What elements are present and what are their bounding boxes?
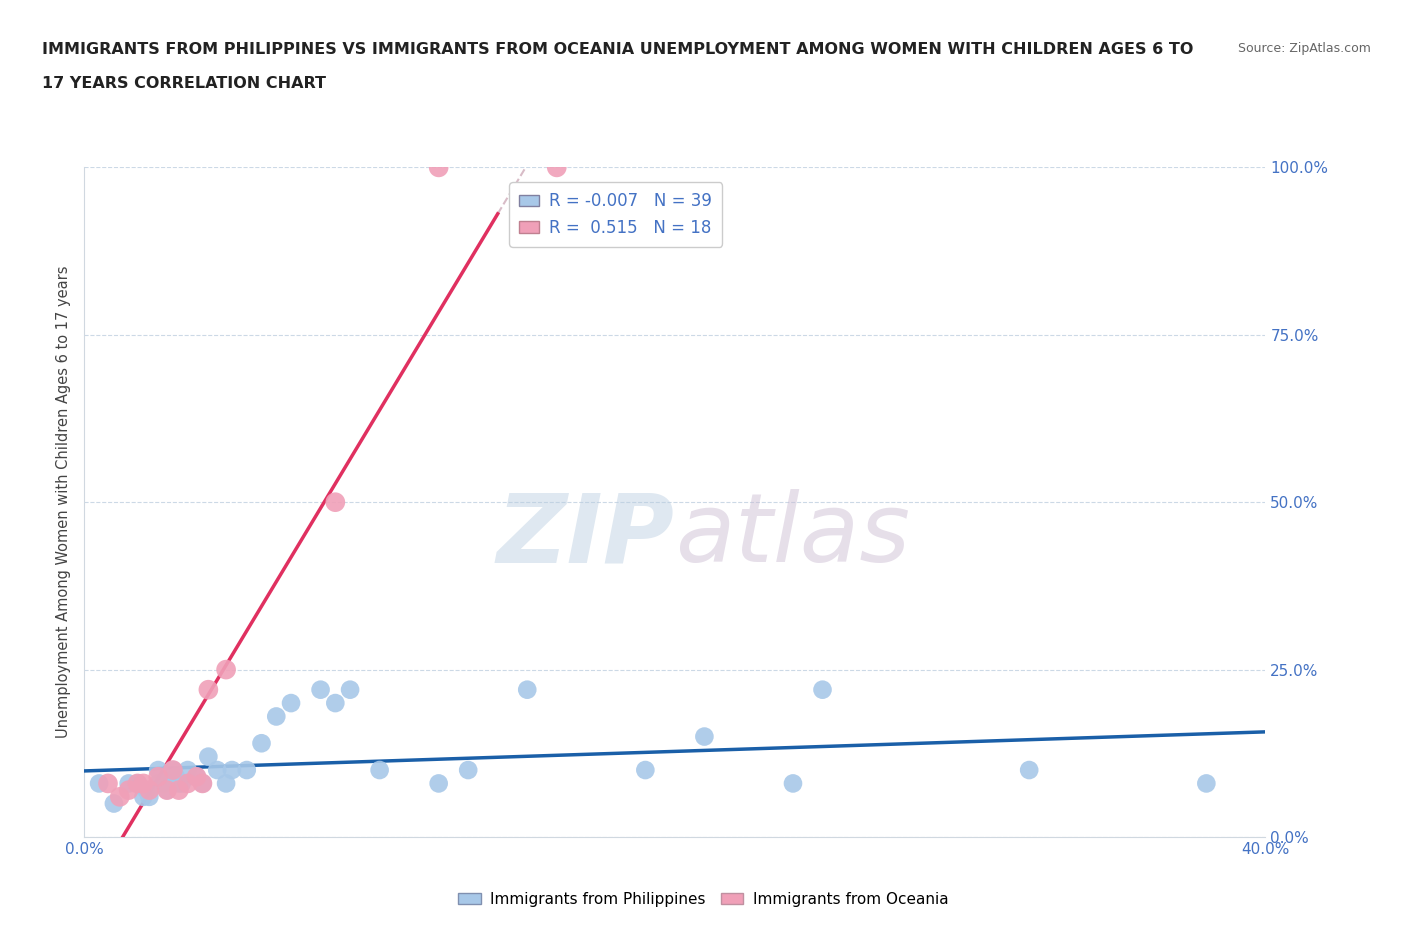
- Y-axis label: Unemployment Among Women with Children Ages 6 to 17 years: Unemployment Among Women with Children A…: [56, 266, 72, 738]
- Point: [162, 763, 184, 777]
- Text: 17 YEARS CORRELATION CHART: 17 YEARS CORRELATION CHART: [42, 76, 326, 91]
- Text: Source: ZipAtlas.com: Source: ZipAtlas.com: [1237, 42, 1371, 55]
- Point: [1018, 763, 1040, 777]
- Point: [108, 790, 131, 804]
- Point: [165, 769, 187, 784]
- Point: [156, 783, 179, 798]
- Point: [186, 769, 208, 784]
- Point: [135, 783, 157, 798]
- Point: [127, 776, 149, 790]
- Point: [89, 776, 111, 790]
- Point: [280, 696, 302, 711]
- Point: [148, 769, 170, 784]
- Legend: Immigrants from Philippines, Immigrants from Oceania: Immigrants from Philippines, Immigrants …: [451, 886, 955, 913]
- Point: [97, 776, 120, 790]
- Point: [103, 796, 125, 811]
- Point: [205, 763, 228, 777]
- Point: [138, 790, 160, 804]
- Point: [427, 776, 450, 790]
- Point: [427, 160, 450, 175]
- Point: [191, 776, 214, 790]
- Point: [127, 776, 149, 790]
- Point: [811, 683, 834, 698]
- Point: [221, 763, 243, 777]
- Point: [250, 736, 273, 751]
- Text: atlas: atlas: [675, 489, 910, 582]
- Point: [264, 709, 288, 724]
- Point: [148, 763, 170, 777]
- Point: [167, 776, 190, 790]
- Point: [167, 783, 190, 798]
- Point: [148, 776, 170, 790]
- Point: [138, 783, 160, 798]
- Point: [132, 790, 155, 804]
- Point: [197, 750, 219, 764]
- Point: [323, 696, 347, 711]
- Text: ZIP: ZIP: [496, 489, 675, 582]
- Point: [177, 776, 200, 790]
- Point: [118, 776, 141, 790]
- Legend: R = -0.007   N = 39, R =  0.515   N = 18: R = -0.007 N = 39, R = 0.515 N = 18: [509, 182, 723, 246]
- Point: [782, 776, 804, 790]
- Point: [215, 776, 238, 790]
- Point: [162, 763, 184, 777]
- Point: [693, 729, 716, 744]
- Point: [177, 763, 200, 777]
- Point: [186, 769, 208, 784]
- Point: [546, 160, 568, 175]
- Point: [191, 776, 214, 790]
- Point: [634, 763, 657, 777]
- Point: [153, 776, 176, 790]
- Point: [339, 683, 361, 698]
- Point: [197, 683, 219, 698]
- Point: [1195, 776, 1218, 790]
- Point: [215, 662, 238, 677]
- Text: IMMIGRANTS FROM PHILIPPINES VS IMMIGRANTS FROM OCEANIA UNEMPLOYMENT AMONG WOMEN : IMMIGRANTS FROM PHILIPPINES VS IMMIGRANT…: [42, 42, 1194, 57]
- Point: [323, 495, 347, 510]
- Point: [309, 683, 332, 698]
- Point: [457, 763, 479, 777]
- Point: [516, 683, 538, 698]
- Point: [368, 763, 391, 777]
- Point: [170, 776, 193, 790]
- Point: [118, 783, 141, 798]
- Point: [132, 776, 155, 790]
- Point: [156, 783, 179, 798]
- Point: [236, 763, 259, 777]
